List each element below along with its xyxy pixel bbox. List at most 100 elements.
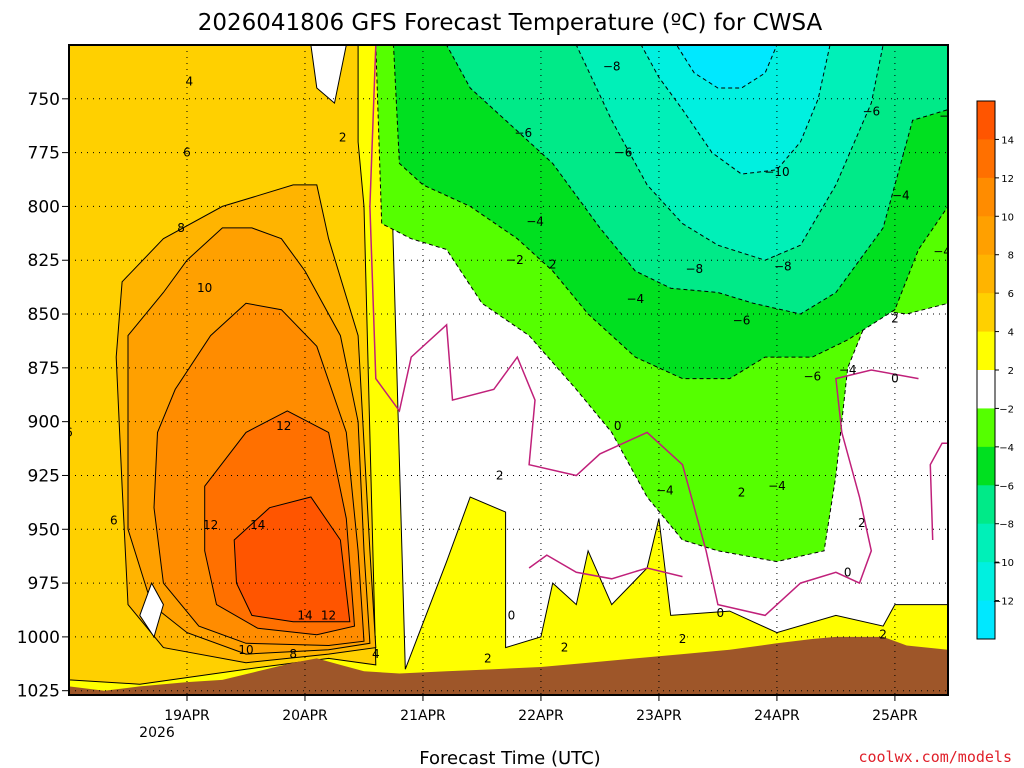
- colorbar-bin: [977, 254, 995, 294]
- y-tick-label: 800: [28, 197, 60, 217]
- zero-isotherm-line: [369, 45, 919, 617]
- colorbar-tick-label: −2: [999, 404, 1014, 415]
- contour-label: 4: [372, 647, 380, 661]
- contour-label: 14: [250, 518, 265, 532]
- y-tick-label: 825: [28, 251, 60, 271]
- gridlines: [69, 45, 948, 695]
- y-tick-label: 750: [28, 90, 60, 110]
- colorbar-bin: [977, 523, 995, 563]
- contour-label: 12: [321, 608, 336, 622]
- temp-region-14-to-16: [233, 496, 351, 623]
- white-pocket: [139, 581, 164, 639]
- contour-label: −6: [615, 146, 633, 160]
- colorbar-bin: [977, 370, 995, 409]
- zero-degree-contours: [369, 45, 948, 617]
- contour-fills: [69, 45, 948, 695]
- colorbar-tick-label: 8: [1008, 251, 1014, 262]
- credit-text: coolwx.com/models: [858, 748, 1012, 766]
- contour-label: 8: [289, 647, 297, 661]
- contour-label: 6: [65, 425, 73, 439]
- x-tick-label: 22APR: [518, 708, 564, 724]
- y-tick-label: 950: [28, 520, 60, 540]
- contour-label: 2: [891, 311, 899, 325]
- zero-isotherm-line: [528, 554, 683, 580]
- colorbar-bin: [977, 446, 995, 486]
- contour-label: 2: [339, 131, 347, 145]
- contour-label: 12: [276, 419, 291, 433]
- contour-label: −8: [685, 262, 703, 276]
- colorbar: 14 12 10 8 6 4 2 −2 −4 −6 −8 −10 −12: [976, 100, 1014, 640]
- x-tick-label: 24APR: [754, 708, 800, 724]
- contour-label: 8: [177, 221, 185, 235]
- colorbar-bin: [977, 101, 995, 140]
- contour-label: 2: [561, 641, 569, 655]
- contour-label: −4: [626, 292, 644, 306]
- colorbar-tick-label: −8: [999, 520, 1014, 531]
- y-tick-label: 925: [28, 466, 60, 486]
- x-tick-label: 21APR: [400, 708, 446, 724]
- colorbar-tick-label: −6: [999, 481, 1014, 492]
- contour-label: −8: [603, 60, 621, 74]
- contour-label: 0: [844, 565, 852, 579]
- contour-label: −2: [506, 253, 524, 267]
- contour-label: 0: [614, 419, 622, 433]
- colorbar-bin: [977, 408, 995, 448]
- y-tick-label: 775: [28, 144, 60, 164]
- contour-label: 6: [183, 146, 191, 160]
- y-axis: 750 775 800 825 850 875 900 925 950 975 1000 1025: [17, 90, 69, 702]
- colorbar-tick-label: −10: [993, 558, 1014, 569]
- contour-label: 0: [508, 608, 516, 622]
- colorbar-tick-label: 4: [1008, 328, 1014, 339]
- white-pocket: [310, 45, 347, 105]
- colorbar-bin: [977, 293, 995, 333]
- contour-label: 2: [496, 468, 504, 482]
- y-tick-label: 875: [28, 359, 60, 379]
- colorbar-bin: [977, 485, 995, 525]
- contour-label: −4: [839, 363, 857, 377]
- contour-label: 10: [238, 643, 253, 657]
- colorbar-tick-label: −12: [993, 597, 1014, 608]
- contour-label: −6: [803, 369, 821, 383]
- x-tick-label: 19APR: [164, 708, 210, 724]
- plot-frame: [68, 44, 949, 696]
- y-tick-label: 975: [28, 574, 60, 594]
- colorbar-tick-label: 14: [1001, 135, 1014, 146]
- x-axis-label: Forecast Time (UTC): [419, 748, 600, 768]
- contour-label: 2: [858, 516, 866, 530]
- colorbar-tick-label: 12: [1001, 174, 1014, 185]
- y-tick-label: 1025: [17, 682, 60, 702]
- contour-label: −6: [733, 313, 751, 327]
- contour-label: 4: [186, 75, 194, 89]
- contour-label: −4: [892, 189, 910, 203]
- contour-label: 2: [679, 632, 687, 646]
- contour-label: 2: [484, 651, 492, 665]
- colorbar-bin: [977, 216, 995, 256]
- terrain-ground: [69, 636, 948, 695]
- colorbar-tick-label: 2: [1008, 366, 1014, 377]
- contour-label: −4: [656, 484, 674, 498]
- colorbar-tick-label: 10: [1001, 212, 1014, 223]
- temp-region-14-to-12: [676, 45, 778, 89]
- contour-label: 6: [110, 514, 118, 528]
- colorbar-bin: [977, 600, 995, 640]
- contour-label: 2: [879, 628, 887, 642]
- contour-label: −4: [933, 245, 951, 259]
- x-tick-label: 25APR: [872, 708, 918, 724]
- contour-label: −6: [514, 126, 532, 140]
- contour-label: 0: [716, 606, 724, 620]
- contour-label: 10: [197, 281, 212, 295]
- contour-label: 2: [549, 258, 557, 272]
- contour-label: −10: [764, 165, 789, 179]
- x-tick-label: 23APR: [636, 708, 682, 724]
- x-axis: 19APR 20APR 21APR 22APR 23APR 24APR 25APR: [164, 695, 918, 724]
- x-tick-label: 20APR: [282, 708, 328, 724]
- contour-label: 12: [203, 518, 218, 532]
- zero-isotherm-line: [929, 442, 948, 541]
- colorbar-bin: [977, 331, 995, 371]
- contour-label: 14: [297, 608, 312, 622]
- x-year-label: 2026: [139, 725, 175, 741]
- colorbar-tick-label: 6: [1008, 289, 1014, 300]
- y-tick-label: 850: [28, 305, 60, 325]
- colorbar-bin: [977, 562, 995, 602]
